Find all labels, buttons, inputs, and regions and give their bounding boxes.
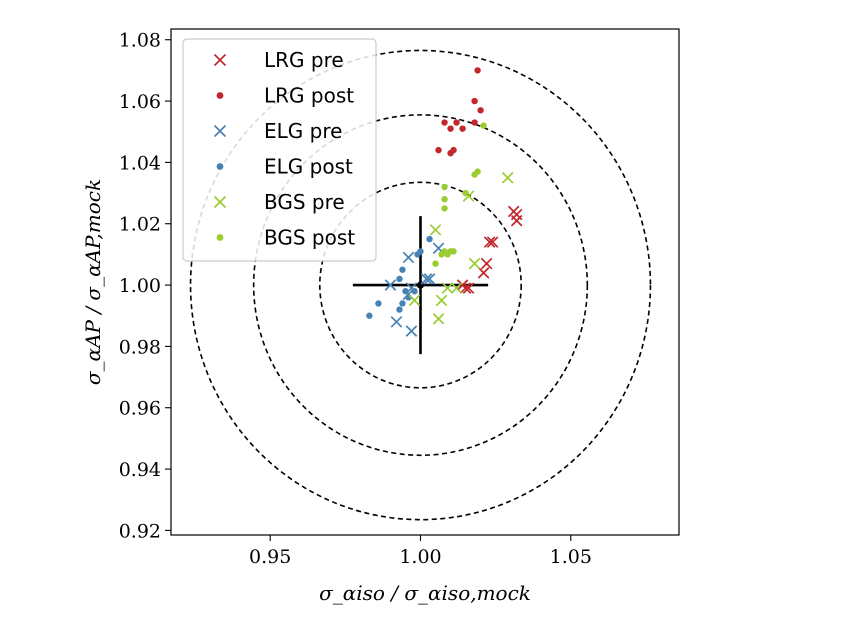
- lrg-post-point-8: [471, 119, 478, 126]
- legend-label-bgs-pre: BGS pre: [264, 190, 345, 214]
- legend-marker-bgs-post: [216, 234, 224, 241]
- axes-frame: [170, 28, 680, 536]
- y-tick-label: 0.92: [119, 520, 161, 542]
- bgs-post-point-5: [441, 183, 448, 191]
- bgs-post-point-10: [450, 248, 457, 255]
- x-axis-label: σ_αiso / σ_αiso,mock: [319, 581, 531, 605]
- lrg-pre-point-3: [510, 208, 523, 221]
- series-lrg-pre: [456, 205, 523, 294]
- bgs-pre-point-6: [468, 257, 481, 270]
- lrg-pre-point-6: [480, 257, 493, 270]
- y-tick-label: 1.08: [119, 30, 161, 52]
- legend-label-lrg-post: LRG post: [264, 84, 354, 108]
- lrg-pre-point-5: [483, 236, 496, 248]
- elg-post-point-2: [414, 251, 421, 258]
- legend-marker-lrg-post: [216, 92, 224, 99]
- elg-pre-point-8: [423, 273, 436, 285]
- bgs-post-point-11: [438, 251, 445, 258]
- elg-pre-point-6: [405, 325, 418, 337]
- bgs-post-point-3: [474, 168, 481, 175]
- elg-pre-point-2: [402, 251, 415, 264]
- lrg-post-point-4: [441, 119, 448, 126]
- bgs-post-point-7: [441, 205, 448, 212]
- x-ticks: 0.95 1.00 1.05: [249, 535, 592, 568]
- reference-circle-2: [252, 114, 589, 457]
- lrg-post-point-6: [447, 125, 454, 132]
- reference-circle-3: [189, 49, 652, 521]
- series-bgs-post: [432, 122, 487, 267]
- x-tick-label: 0.95: [249, 546, 291, 568]
- legend-marker-bgs-pre: [213, 195, 227, 209]
- legend-marker-elg-post: [216, 163, 224, 170]
- lrg-pre-point-9: [462, 282, 475, 294]
- lrg-post-point-1: [474, 67, 481, 74]
- bgs-pre-point-8: [450, 282, 463, 294]
- series-elg-pre: [384, 242, 445, 337]
- bgs-post-point-1: [480, 122, 487, 129]
- elg-post-point-4: [399, 266, 406, 273]
- bgs-pre-point-4: [435, 294, 448, 307]
- elg-post-point-12: [411, 288, 418, 295]
- elg-pre-point-5: [390, 316, 403, 328]
- y-tick-label: 0.96: [119, 398, 161, 420]
- bgs-post-point-6: [441, 196, 448, 203]
- bgs-pre-point-3: [429, 224, 442, 236]
- lrg-post-point-11: [450, 146, 457, 154]
- reference-circle-1: [318, 181, 522, 389]
- legend-label-elg-post: ELG post: [264, 155, 353, 179]
- series-lrg-post: [435, 67, 484, 157]
- lrg-post-point-3: [477, 107, 484, 114]
- y-axis-label: σ_αAP / σ_αAP,mock: [81, 179, 105, 385]
- y-tick-label: 1.02: [119, 214, 161, 236]
- lrg-pre-point-4: [486, 236, 499, 248]
- elg-post-point-9: [396, 306, 403, 313]
- y-tick-label: 1.04: [119, 152, 161, 174]
- elg-pre-point-7: [420, 273, 433, 285]
- legend-label-bgs-post: BGS post: [264, 226, 355, 250]
- y-ticks: 0.92 0.94 0.96 0.98 1.00 1.02 1.04 1.06 1.08: [119, 30, 171, 542]
- y-tick-label: 0.98: [119, 336, 161, 358]
- elg-pre-point-1: [384, 279, 397, 291]
- bgs-pre-point-1: [501, 171, 514, 184]
- elg-post-point-6: [402, 288, 409, 295]
- y-tick-label: 1.00: [119, 275, 161, 297]
- legend-label-lrg-pre: LRG pre: [264, 48, 344, 72]
- legend-box: [182, 38, 377, 262]
- y-tick-label: 1.06: [119, 91, 161, 113]
- elg-post-point-10: [375, 300, 382, 307]
- legend: LRG pre LRG post ELG pre ELG post BGS pre BGS…: [182, 38, 377, 262]
- y-tick-label: 0.94: [119, 459, 161, 481]
- axes-border: [170, 28, 680, 536]
- bgs-post-point-12: [432, 260, 439, 267]
- legend-marker-lrg-pre: [213, 53, 227, 67]
- elg-post-point-5: [396, 275, 403, 283]
- bgs-post-point-13: [444, 251, 451, 258]
- series-bgs-pre: [408, 171, 514, 325]
- lrg-post-point-2: [471, 97, 478, 105]
- lrg-pre-point-10: [456, 279, 469, 291]
- elg-post-point-3: [426, 235, 433, 243]
- legend-marker-elg-pre: [213, 124, 227, 138]
- lrg-post-point-7: [459, 125, 466, 132]
- bgs-pre-point-5: [432, 312, 445, 325]
- elg-post-point-8: [399, 300, 406, 307]
- legend-label-elg-pre: ELG pre: [264, 119, 342, 143]
- series-elg-post: [366, 235, 433, 319]
- lrg-pre-point-7: [477, 266, 490, 279]
- x-tick-label: 1.05: [550, 546, 592, 568]
- bgs-pre-point-7: [441, 282, 454, 294]
- bgs-pre-point-9: [408, 294, 421, 307]
- x-tick-label: 1.00: [399, 546, 441, 568]
- points-layer: [366, 67, 523, 337]
- lrg-post-point-5: [453, 119, 460, 126]
- circles-layer: [189, 49, 652, 521]
- bgs-post-point-4: [462, 189, 469, 197]
- lrg-post-point-9: [435, 146, 442, 154]
- axis-labels: σ_αiso / σ_αiso,mock σ_αAP / σ_αAP,mock: [81, 179, 531, 605]
- elg-post-point-11: [366, 312, 373, 319]
